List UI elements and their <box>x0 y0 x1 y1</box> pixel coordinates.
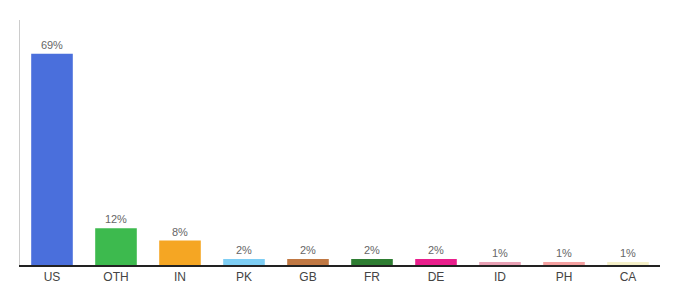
svg-text:ID: ID <box>494 270 506 284</box>
svg-text:69%: 69% <box>41 39 63 51</box>
svg-text:2%: 2% <box>300 244 316 256</box>
svg-text:1%: 1% <box>620 247 636 259</box>
svg-text:1%: 1% <box>556 247 572 259</box>
svg-text:IN: IN <box>174 270 186 284</box>
svg-text:FR: FR <box>364 270 380 284</box>
svg-text:OTH: OTH <box>103 270 128 284</box>
svg-text:US: US <box>44 270 61 284</box>
svg-text:1%: 1% <box>492 247 508 259</box>
svg-text:DE: DE <box>428 270 445 284</box>
svg-text:8%: 8% <box>172 226 188 238</box>
svg-text:PH: PH <box>556 270 573 284</box>
svg-text:PK: PK <box>236 270 252 284</box>
svg-text:2%: 2% <box>236 244 252 256</box>
svg-text:2%: 2% <box>428 244 444 256</box>
svg-text:GB: GB <box>299 270 316 284</box>
svg-text:2%: 2% <box>364 244 380 256</box>
svg-text:CA: CA <box>620 270 637 284</box>
svg-text:12%: 12% <box>105 213 127 225</box>
